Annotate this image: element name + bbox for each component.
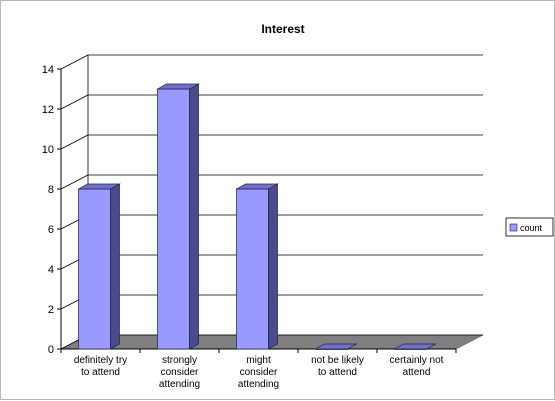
bar-side [110,183,120,350]
x-category-label: consider [240,367,278,378]
gridline-depth [60,134,89,150]
bar-top [235,183,279,190]
x-category-label: attending [159,379,200,390]
chart-title: Interest [261,22,304,36]
y-tick-label: 4 [48,264,54,276]
bar-0 [77,183,121,350]
y-tick-label: 8 [48,184,54,196]
bar-front [78,188,111,350]
legend-box [505,217,554,237]
x-category-label: to attend [318,367,357,378]
y-tick-label: 12 [42,104,54,116]
bar-2 [235,183,279,350]
x-category-label: attend [403,367,431,378]
x-category-label: certainly not [390,355,444,366]
gridline-depth [60,174,89,190]
y-tick-label: 2 [48,304,54,316]
bar-side [268,183,278,350]
y-tick-label: 6 [48,224,54,236]
bar-top [314,343,358,350]
bar-top [156,83,200,90]
x-category-label: consider [161,367,199,378]
x-category-label: definitely try [74,355,127,366]
y-tick-label: 14 [42,64,54,76]
gridline-depth [60,94,89,110]
bar-side [189,83,199,350]
x-category-label: to attend [81,367,120,378]
x-category-label: attending [238,379,279,390]
x-category-label: might [246,355,271,366]
y-tick-label: 0 [48,344,54,356]
x-category-label: strongly [162,355,197,366]
legend-swatch [509,223,518,232]
legend-label: count [520,223,543,233]
bar-top [77,183,121,190]
bar-front [236,188,269,350]
bar-front [157,88,190,350]
gridline-depth [60,54,89,70]
y-tick-label: 10 [42,144,54,156]
bar-1 [156,83,200,350]
bar-4 [393,343,437,350]
x-category-label: not be likely [311,355,364,366]
bar-top [393,343,437,350]
bar-3 [314,343,358,350]
